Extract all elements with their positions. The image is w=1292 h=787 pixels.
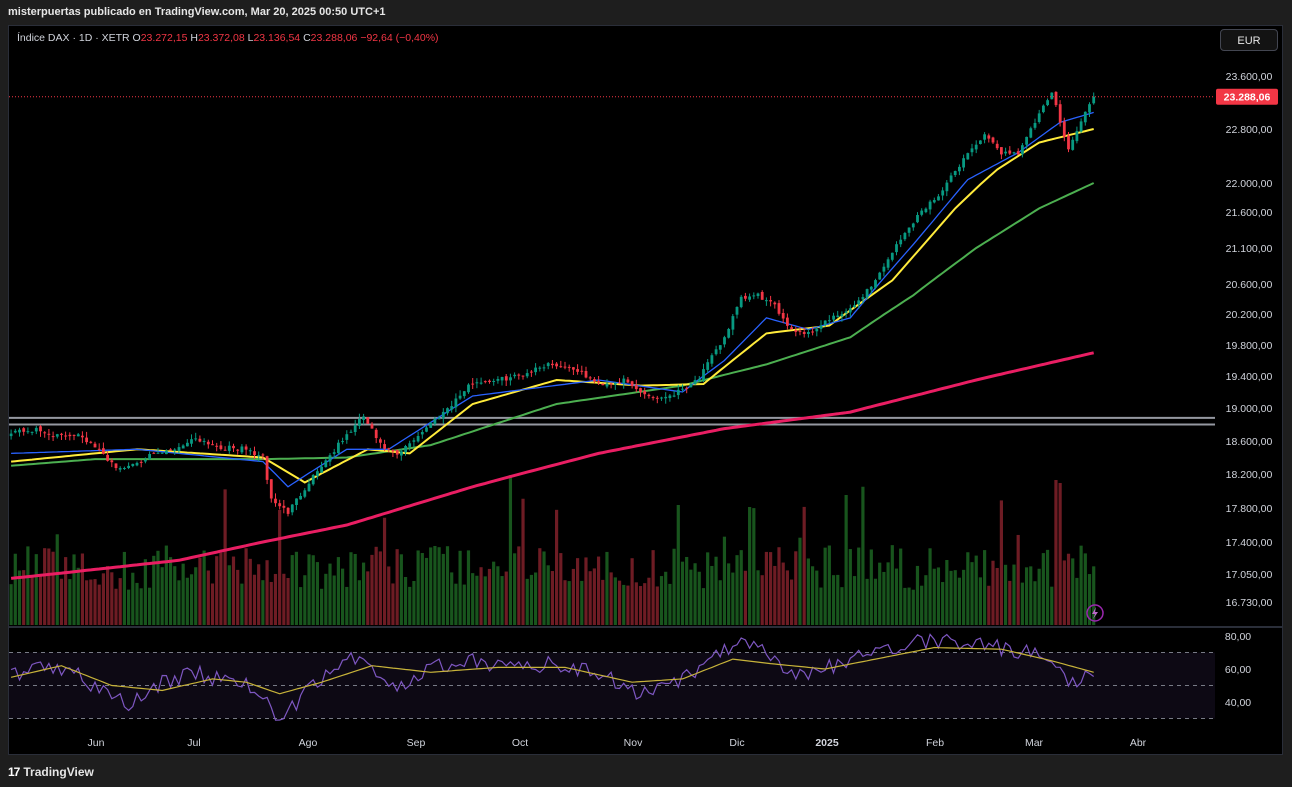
open-value: 23.272,15 [140, 32, 188, 44]
open-label: O [132, 32, 141, 44]
high-label: H [190, 32, 198, 44]
tradingview-logo-icon[interactable]: 17 [8, 765, 20, 779]
low-value: 23.136,54 [253, 32, 301, 44]
low-label: L [247, 32, 254, 44]
chart-frame[interactable] [8, 25, 1283, 755]
close-value: 23.288,06 [310, 32, 358, 44]
footer-brand[interactable]: TradingView [23, 765, 94, 779]
symbol-label[interactable]: Índice DAX · 1D · XETR [17, 32, 130, 44]
footer: 17 TradingView [8, 764, 94, 780]
close-label: C [303, 32, 311, 44]
change-value: −92,64 (−0,40%) [360, 32, 439, 44]
ohlc-legend: Índice DAX · 1D · XETR O23.272,15 H23.37… [17, 32, 439, 44]
currency-button[interactable]: EUR [1220, 29, 1278, 51]
high-value: 23.372,08 [197, 32, 245, 44]
publish-info: misterpuertas publicado en TradingView.c… [8, 6, 386, 18]
